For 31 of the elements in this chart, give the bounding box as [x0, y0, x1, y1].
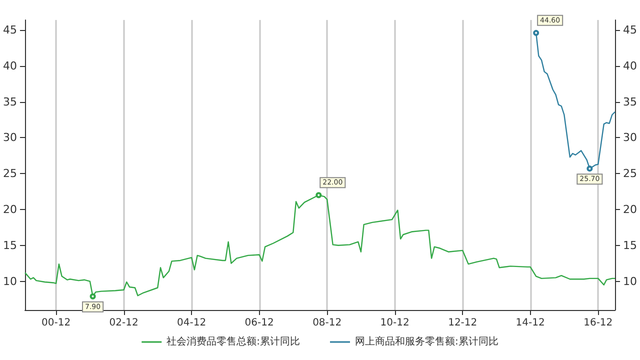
x-tick-label: 06-12 — [244, 318, 274, 328]
y-tick-label: 10 — [2, 274, 17, 288]
point — [90, 293, 96, 300]
x-tick-label: 14-12 — [516, 318, 545, 328]
y2-tick-label: 15 — [623, 238, 638, 252]
y2-tick-label: 25 — [623, 167, 638, 180]
y2-tick-label: 30 — [623, 131, 638, 144]
y-tick-label: 40 — [2, 59, 17, 72]
y2-tick-label: 35 — [623, 95, 638, 108]
x-tick-label: 02-12 — [109, 318, 138, 328]
x-tick-label: 10-12 — [380, 318, 410, 328]
point — [316, 192, 322, 198]
legend-label: 网上商品和服务零售额:累计同比 — [355, 336, 498, 348]
y-tick-label: 45 — [2, 24, 17, 37]
y2-tick-label: 45 — [623, 24, 638, 37]
y2-tick-label: 20 — [623, 203, 638, 216]
y-tick-label: 30 — [2, 131, 17, 144]
x-tick-label: 04-12 — [177, 318, 206, 328]
y2-tick-label: 40 — [623, 59, 638, 72]
y-tick-label: 15 — [2, 238, 17, 252]
y-tick-label: 25 — [2, 167, 17, 180]
y-tick-label: 35 — [2, 95, 17, 108]
legend-label: 社会消费品零售总额:累计同比 — [166, 336, 300, 348]
x-tick-label: 12-12 — [448, 318, 478, 328]
x-tick-label: 00-12 — [42, 318, 71, 328]
y-tick-label: 20 — [2, 203, 17, 216]
x-tick-label: 08-12 — [312, 318, 342, 328]
point — [533, 30, 540, 36]
point — [586, 166, 593, 172]
x-tick-label: 16-12 — [584, 318, 613, 328]
y2-tick-label: 10 — [623, 274, 638, 288]
